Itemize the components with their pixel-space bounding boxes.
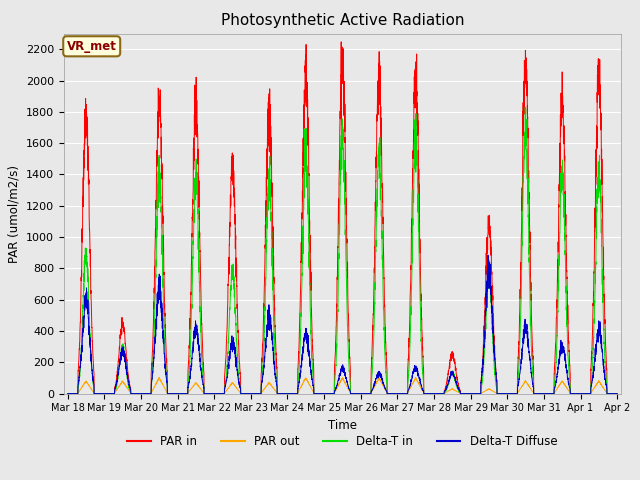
Title: Photosynthetic Active Radiation: Photosynthetic Active Radiation bbox=[221, 13, 464, 28]
X-axis label: Time: Time bbox=[328, 419, 357, 432]
Y-axis label: PAR (umol/m2/s): PAR (umol/m2/s) bbox=[8, 165, 20, 263]
Text: VR_met: VR_met bbox=[67, 40, 116, 53]
Legend: PAR in, PAR out, Delta-T in, Delta-T Diffuse: PAR in, PAR out, Delta-T in, Delta-T Dif… bbox=[123, 430, 562, 453]
